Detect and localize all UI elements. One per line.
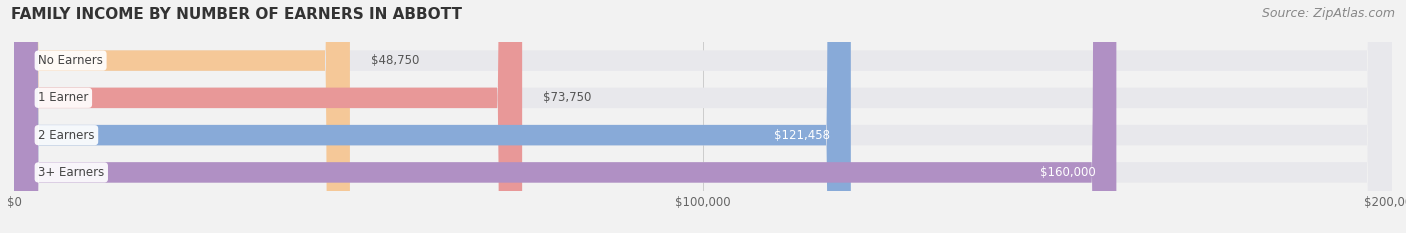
- FancyBboxPatch shape: [14, 0, 350, 233]
- Text: Source: ZipAtlas.com: Source: ZipAtlas.com: [1261, 7, 1395, 20]
- Text: $160,000: $160,000: [1040, 166, 1095, 179]
- Text: 2 Earners: 2 Earners: [38, 129, 94, 142]
- FancyBboxPatch shape: [14, 0, 522, 233]
- Text: 1 Earner: 1 Earner: [38, 91, 89, 104]
- Text: No Earners: No Earners: [38, 54, 103, 67]
- Text: $73,750: $73,750: [543, 91, 591, 104]
- Text: $121,458: $121,458: [775, 129, 830, 142]
- FancyBboxPatch shape: [14, 0, 1392, 233]
- Text: $48,750: $48,750: [371, 54, 419, 67]
- Text: 3+ Earners: 3+ Earners: [38, 166, 104, 179]
- Text: FAMILY INCOME BY NUMBER OF EARNERS IN ABBOTT: FAMILY INCOME BY NUMBER OF EARNERS IN AB…: [11, 7, 463, 22]
- FancyBboxPatch shape: [14, 0, 1392, 233]
- FancyBboxPatch shape: [14, 0, 1392, 233]
- FancyBboxPatch shape: [14, 0, 1116, 233]
- FancyBboxPatch shape: [14, 0, 851, 233]
- FancyBboxPatch shape: [14, 0, 1392, 233]
